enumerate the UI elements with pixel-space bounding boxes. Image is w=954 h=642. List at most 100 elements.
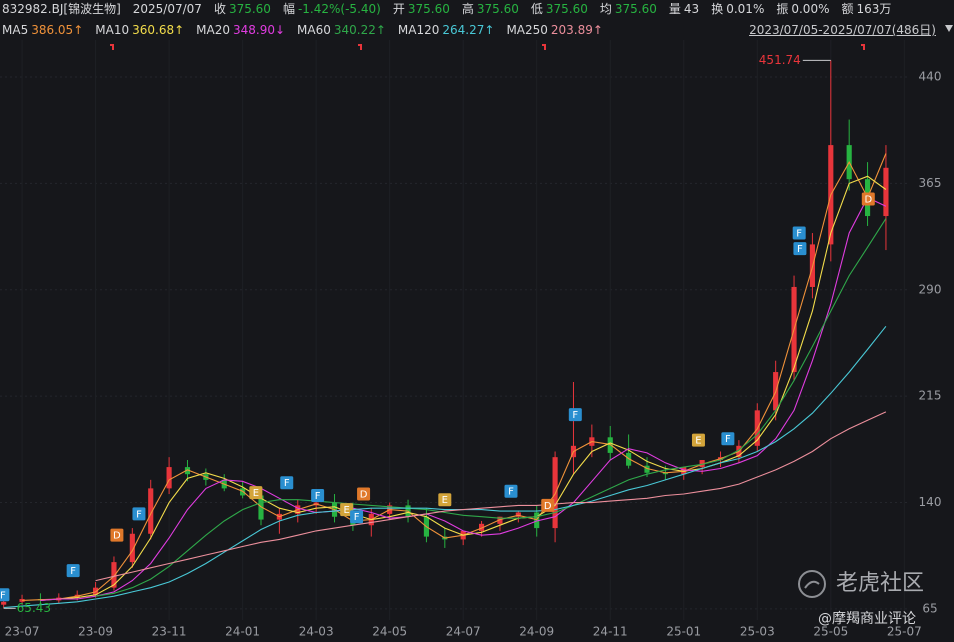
- event-marker: [66, 564, 80, 578]
- field-label: 振: [776, 2, 789, 16]
- x-tick-label: 24-07: [446, 625, 481, 639]
- ma-legend: MA5 386.05↑ MA10 360.68↑ MA20 348.90↓ MA60 340.…: [2, 21, 606, 39]
- dropdown-arrow[interactable]: [945, 25, 953, 32]
- candle-body: [883, 167, 889, 217]
- candle-body: [534, 512, 540, 529]
- candle-body: [258, 495, 264, 520]
- event-marker-label: D: [544, 501, 552, 512]
- field-value: 375.60: [407, 2, 450, 16]
- ma-line: [40, 196, 887, 601]
- event-marker-label: D: [113, 531, 121, 542]
- event-marker-label: E: [442, 495, 448, 506]
- x-tick-label: 25-03: [740, 625, 775, 639]
- field-value: 375.60: [614, 2, 657, 16]
- event-marker: [793, 242, 807, 256]
- event-marker-label: E: [343, 505, 349, 516]
- candle-body: [552, 457, 558, 529]
- ma-line: [3, 325, 887, 609]
- field-label: 幅: [282, 2, 295, 16]
- event-marker: [438, 493, 452, 507]
- event-marker-label: F: [508, 487, 514, 498]
- legend-value: 360.68↑: [132, 23, 185, 37]
- event-marker: [249, 486, 263, 500]
- y-tick-label: 140: [919, 495, 942, 509]
- legend-name: MA250: [506, 23, 548, 37]
- plot: 65 140 215 290 365 440 23-07 23-09 23-11 24-01 24-…: [0, 40, 941, 639]
- x-tick-label: 25-07: [887, 625, 922, 639]
- event-marker: [691, 433, 705, 447]
- legend-value: 340.22↑: [333, 23, 386, 37]
- legend-value: 264.27↑: [442, 23, 495, 37]
- field-value: 163万: [856, 2, 892, 16]
- field-value: 375.60: [545, 2, 588, 16]
- event-marker-label: F: [725, 434, 731, 445]
- x-tick-label: 24-11: [593, 625, 628, 639]
- candle-body: [166, 467, 172, 489]
- symbol: 832982.BJ[锦波生物]: [2, 2, 121, 16]
- top-flags: [110, 44, 865, 50]
- event-marker-label: D: [864, 195, 872, 206]
- field-value: 0.00%: [791, 2, 830, 16]
- field-label: 额: [841, 2, 854, 16]
- event-marker: [721, 432, 735, 446]
- legend-value: 203.89↑: [550, 23, 603, 37]
- event-marker: [504, 484, 518, 498]
- x-tick-label: 23-09: [78, 625, 113, 639]
- event-marker: [541, 498, 555, 512]
- ma-line: [40, 175, 887, 601]
- field-label: 收: [213, 2, 226, 16]
- field-value: 0.01%: [726, 2, 765, 16]
- event-marker: [357, 487, 371, 501]
- candle-body: [626, 452, 632, 466]
- x-tick-label: 23-07: [5, 625, 40, 639]
- event-marker: [0, 588, 10, 602]
- event-marker-label: F: [796, 229, 802, 240]
- legend-name: MA20: [196, 23, 230, 37]
- legend-value: 386.05↑: [31, 23, 84, 37]
- candle-body: [515, 512, 521, 517]
- field-label: 高: [461, 2, 474, 16]
- y-tick-label: 440: [919, 70, 942, 84]
- range-selector[interactable]: 2023/07/05-2025/07/07(486日): [749, 23, 936, 37]
- watermark-brand: 老虎社区: [836, 571, 924, 596]
- event-marker: [110, 528, 124, 542]
- y-tick-label: 65: [922, 601, 937, 615]
- event-marker-label: D: [360, 490, 368, 501]
- x-tick-label: 25-05: [813, 625, 848, 639]
- field-value: 43: [683, 2, 700, 16]
- event-marker-label: E: [695, 436, 701, 447]
- x-tick-label: 23-11: [152, 625, 187, 639]
- y-tick-label: 365: [919, 176, 942, 190]
- event-marker-label: F: [0, 590, 6, 601]
- y-tick-label: 215: [919, 389, 942, 403]
- event-marker-label: F: [136, 509, 142, 520]
- event-marker: [280, 476, 294, 490]
- candle-body: [699, 460, 705, 468]
- event-marker: [792, 226, 806, 240]
- field-value: 375.60: [228, 2, 271, 16]
- event-marker-label: F: [797, 244, 803, 255]
- event-marker: [311, 488, 325, 502]
- event-marker: [861, 192, 875, 206]
- candle-body: [662, 472, 668, 475]
- field-label: 均: [599, 2, 612, 16]
- event-marker: [340, 503, 354, 517]
- candle-body: [148, 488, 154, 534]
- x-tick-label: 24-03: [299, 625, 334, 639]
- high-label: 451.74: [759, 53, 801, 67]
- low-label: 65.43: [17, 601, 51, 615]
- ma-line: [95, 411, 887, 582]
- legend-name: MA60: [297, 23, 331, 37]
- legend-name: MA10: [95, 23, 130, 37]
- x-tick-label: 24-05: [372, 625, 407, 639]
- field-label: 换: [711, 2, 724, 16]
- event-marker-label: F: [315, 491, 321, 502]
- candle-body: [497, 516, 503, 524]
- event-marker-label: F: [70, 566, 76, 577]
- x-tick-label: 24-01: [225, 625, 260, 639]
- event-marker-label: E: [253, 488, 259, 499]
- candle-body: [644, 465, 650, 473]
- event-marker-label: F: [284, 478, 290, 489]
- candle-body: [1, 601, 7, 605]
